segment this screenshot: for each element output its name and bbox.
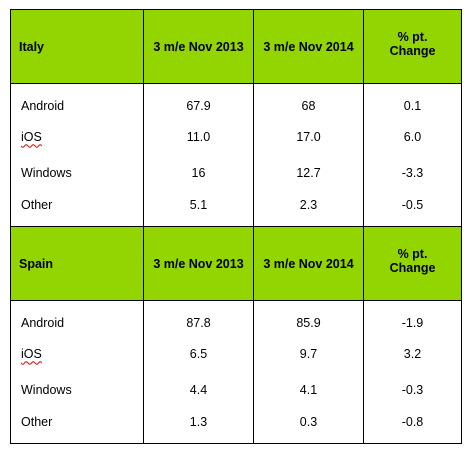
os-name: Windows	[10, 155, 144, 191]
column-header-2013: 3 m/e Nov 2013	[143, 9, 254, 84]
os-name: Android	[10, 300, 144, 337]
column-header-change: % pt. Change	[363, 9, 462, 84]
value-2013: 4.4	[143, 372, 254, 408]
os-name: Windows	[10, 372, 144, 408]
os-name-cell: iOS	[10, 119, 144, 155]
value-2014: 4.1	[253, 372, 364, 408]
value-2013: 16	[143, 155, 254, 191]
value-change: 3.2	[363, 336, 462, 372]
table-row: Android 87.8 85.9 -1.9	[10, 300, 462, 337]
os-name: Other	[10, 190, 144, 227]
value-2013: 67.9	[143, 83, 254, 120]
column-header-change: % pt. Change	[363, 226, 462, 301]
italy-header-row: Italy 3 m/e Nov 2013 3 m/e Nov 2014 % pt…	[10, 9, 462, 84]
change-header-line1: % pt.	[397, 247, 428, 261]
column-header-2014: 3 m/e Nov 2014	[253, 226, 364, 301]
value-change: -0.5	[363, 190, 462, 227]
os-name: iOS	[21, 130, 42, 145]
column-header-2014: 3 m/e Nov 2014	[253, 9, 364, 84]
market-share-tables: Italy 3 m/e Nov 2013 3 m/e Nov 2014 % pt…	[10, 9, 462, 444]
italy-header-group: Italy 3 m/e Nov 2013 3 m/e Nov 2014 % pt…	[10, 9, 462, 84]
os-name: iOS	[21, 347, 42, 362]
table-row: Other 1.3 0.3 -0.8	[10, 407, 462, 444]
change-header-line2: Change	[389, 44, 436, 58]
value-2014: 0.3	[253, 407, 364, 444]
value-change: -1.9	[363, 300, 462, 337]
table-row: Other 5.1 2.3 -0.5	[10, 190, 462, 227]
value-change: -0.3	[363, 372, 462, 408]
value-2013: 6.5	[143, 336, 254, 372]
value-change: -3.3	[363, 155, 462, 191]
value-2014: 12.7	[253, 155, 364, 191]
value-2014: 68	[253, 83, 364, 120]
spain-header-group: Spain 3 m/e Nov 2013 3 m/e Nov 2014 % pt…	[10, 226, 462, 301]
value-2014: 2.3	[253, 190, 364, 227]
italy-rows: Android 67.9 68 0.1 iOS 11.0 17.0 6.0 Wi…	[10, 83, 462, 227]
spain-header-row: Spain 3 m/e Nov 2013 3 m/e Nov 2014 % pt…	[10, 226, 462, 301]
value-change: 0.1	[363, 83, 462, 120]
value-2014: 85.9	[253, 300, 364, 337]
region-label-italy: Italy	[10, 9, 144, 84]
os-name-cell: iOS	[10, 336, 144, 372]
change-header-line2: Change	[389, 261, 436, 275]
table-row: Android 67.9 68 0.1	[10, 83, 462, 120]
os-name: Other	[10, 407, 144, 444]
value-2013: 5.1	[143, 190, 254, 227]
table-row: iOS 11.0 17.0 6.0	[10, 119, 462, 155]
value-2013: 11.0	[143, 119, 254, 155]
value-change: -0.8	[363, 407, 462, 444]
value-2013: 87.8	[143, 300, 254, 337]
change-header-line1: % pt.	[397, 30, 428, 44]
table-row: iOS 6.5 9.7 3.2	[10, 336, 462, 372]
table-row: Windows 4.4 4.1 -0.3	[10, 372, 462, 408]
region-label-spain: Spain	[10, 226, 144, 301]
value-change: 6.0	[363, 119, 462, 155]
table-row: Windows 16 12.7 -3.3	[10, 155, 462, 191]
value-2014: 9.7	[253, 336, 364, 372]
spain-rows: Android 87.8 85.9 -1.9 iOS 6.5 9.7 3.2 W…	[10, 300, 462, 444]
value-2013: 1.3	[143, 407, 254, 444]
market-share-table: Italy 3 m/e Nov 2013 3 m/e Nov 2014 % pt…	[10, 9, 462, 444]
column-header-2013: 3 m/e Nov 2013	[143, 226, 254, 301]
value-2014: 17.0	[253, 119, 364, 155]
os-name: Android	[10, 83, 144, 120]
